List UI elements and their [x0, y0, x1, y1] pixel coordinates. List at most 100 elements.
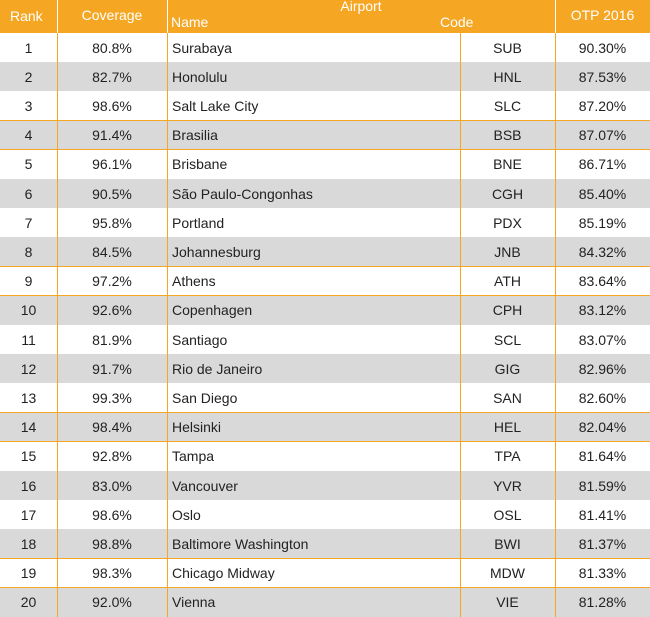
- header-name: Name: [171, 14, 209, 30]
- coverage-cell: 83.0%: [92, 477, 132, 494]
- row-background: [0, 558, 650, 588]
- header-otp: OTP 2016: [570, 7, 635, 23]
- header-divider: [167, 0, 168, 33]
- row-background: [0, 354, 650, 384]
- name-cell: Baltimore Washington: [172, 535, 309, 552]
- name-cell: Surabaya: [172, 39, 232, 56]
- coverage-cell: 92.6%: [92, 302, 132, 319]
- otp-cell: 90.30%: [578, 39, 627, 56]
- coverage-cell: 90.5%: [92, 185, 132, 202]
- row-background: [0, 149, 650, 179]
- name-cell: Brisbane: [172, 156, 228, 173]
- code-cell: ATH: [494, 273, 521, 290]
- coverage-cell: 98.6%: [92, 97, 132, 114]
- name-cell: Copenhagen: [172, 302, 253, 319]
- code-cell: BNE: [493, 156, 522, 173]
- otp-cell: 85.40%: [578, 185, 627, 202]
- header-code: Code: [440, 14, 474, 30]
- row-background: [0, 62, 650, 92]
- header-row: [0, 0, 650, 33]
- code-cell: OSL: [493, 506, 522, 523]
- column-border: [460, 33, 461, 617]
- rank-cell: 2: [24, 68, 33, 85]
- header-rank: Rank: [10, 8, 43, 24]
- rank-cell: 16: [20, 477, 37, 494]
- code-cell: HEL: [493, 419, 522, 436]
- row-background: [0, 237, 650, 267]
- coverage-cell: 92.0%: [92, 594, 132, 611]
- row-background: [0, 441, 650, 471]
- rank-cell: 6: [24, 185, 33, 202]
- otp-cell: 86.71%: [578, 156, 627, 173]
- name-cell: Portland: [172, 214, 225, 231]
- column-border: [57, 33, 58, 617]
- header-divider: [555, 0, 556, 33]
- otp-cell: 81.59%: [578, 477, 627, 494]
- rank-cell: 8: [24, 243, 33, 260]
- name-cell: Helsinki: [172, 419, 222, 436]
- otp-cell: 81.64%: [578, 448, 627, 465]
- code-cell: YVR: [493, 477, 522, 494]
- code-cell: BSB: [493, 127, 522, 144]
- row-background: [0, 500, 650, 530]
- header-coverage: Coverage: [81, 7, 143, 23]
- coverage-cell: 96.1%: [92, 156, 132, 173]
- coverage-cell: 98.6%: [92, 506, 132, 523]
- coverage-cell: 95.8%: [92, 214, 132, 231]
- name-cell: Chicago Midway: [172, 565, 275, 582]
- rank-cell: 11: [21, 331, 36, 348]
- code-cell: CGH: [491, 185, 524, 202]
- name-cell: Oslo: [172, 506, 201, 523]
- code-cell: SUB: [493, 39, 522, 56]
- coverage-cell: 82.7%: [92, 68, 132, 85]
- code-cell: PDX: [493, 214, 522, 231]
- otp-cell: 87.20%: [578, 97, 627, 114]
- code-cell: CPH: [492, 302, 523, 319]
- coverage-cell: 81.9%: [92, 331, 132, 348]
- rank-cell: 18: [20, 535, 37, 552]
- coverage-cell: 98.3%: [92, 565, 132, 582]
- otp-cell: 81.33%: [578, 565, 627, 582]
- otp-cell: 83.07%: [578, 331, 627, 348]
- rank-cell: 9: [24, 273, 33, 290]
- row-background: [0, 325, 650, 355]
- coverage-cell: 84.5%: [92, 243, 132, 260]
- rank-cell: 10: [20, 302, 37, 319]
- row-background: [0, 383, 650, 413]
- coverage-cell: 80.8%: [92, 39, 132, 56]
- code-cell: GIG: [494, 360, 521, 377]
- name-cell: Salt Lake City: [172, 97, 259, 114]
- otp-cell: 85.19%: [578, 214, 627, 231]
- rank-cell: 15: [20, 448, 37, 465]
- name-cell: Vienna: [172, 594, 216, 611]
- column-border: [555, 33, 556, 617]
- coverage-cell: 98.4%: [92, 419, 132, 436]
- code-cell: JNB: [494, 243, 521, 260]
- rank-cell: 14: [20, 419, 37, 436]
- name-cell: Brasilia: [172, 127, 218, 144]
- code-cell: SCL: [493, 331, 522, 348]
- rank-cell: 3: [24, 97, 33, 114]
- otp-cell: 83.12%: [578, 302, 627, 319]
- header-airport: Airport: [340, 0, 382, 14]
- otp-cell: 82.04%: [578, 419, 627, 436]
- rank-cell: 4: [24, 127, 33, 144]
- coverage-cell: 91.7%: [92, 360, 132, 377]
- rank-cell: 17: [20, 506, 37, 523]
- rank-cell: 12: [20, 360, 37, 377]
- header-divider: [57, 0, 58, 33]
- coverage-cell: 97.2%: [92, 273, 132, 290]
- name-cell: São Paulo-Congonhas: [172, 185, 313, 202]
- row-background: [0, 412, 650, 442]
- otp-cell: 82.96%: [578, 360, 627, 377]
- code-cell: TPA: [494, 448, 521, 465]
- row-background: [0, 295, 650, 325]
- rank-cell: 20: [20, 594, 37, 611]
- rank-cell: 13: [20, 389, 37, 406]
- rank-cell: 7: [24, 214, 33, 231]
- name-cell: Rio de Janeiro: [172, 360, 263, 377]
- row-background: [0, 471, 650, 501]
- code-cell: HNL: [493, 68, 522, 85]
- rank-cell: 19: [20, 565, 37, 582]
- otp-cell: 82.60%: [578, 389, 627, 406]
